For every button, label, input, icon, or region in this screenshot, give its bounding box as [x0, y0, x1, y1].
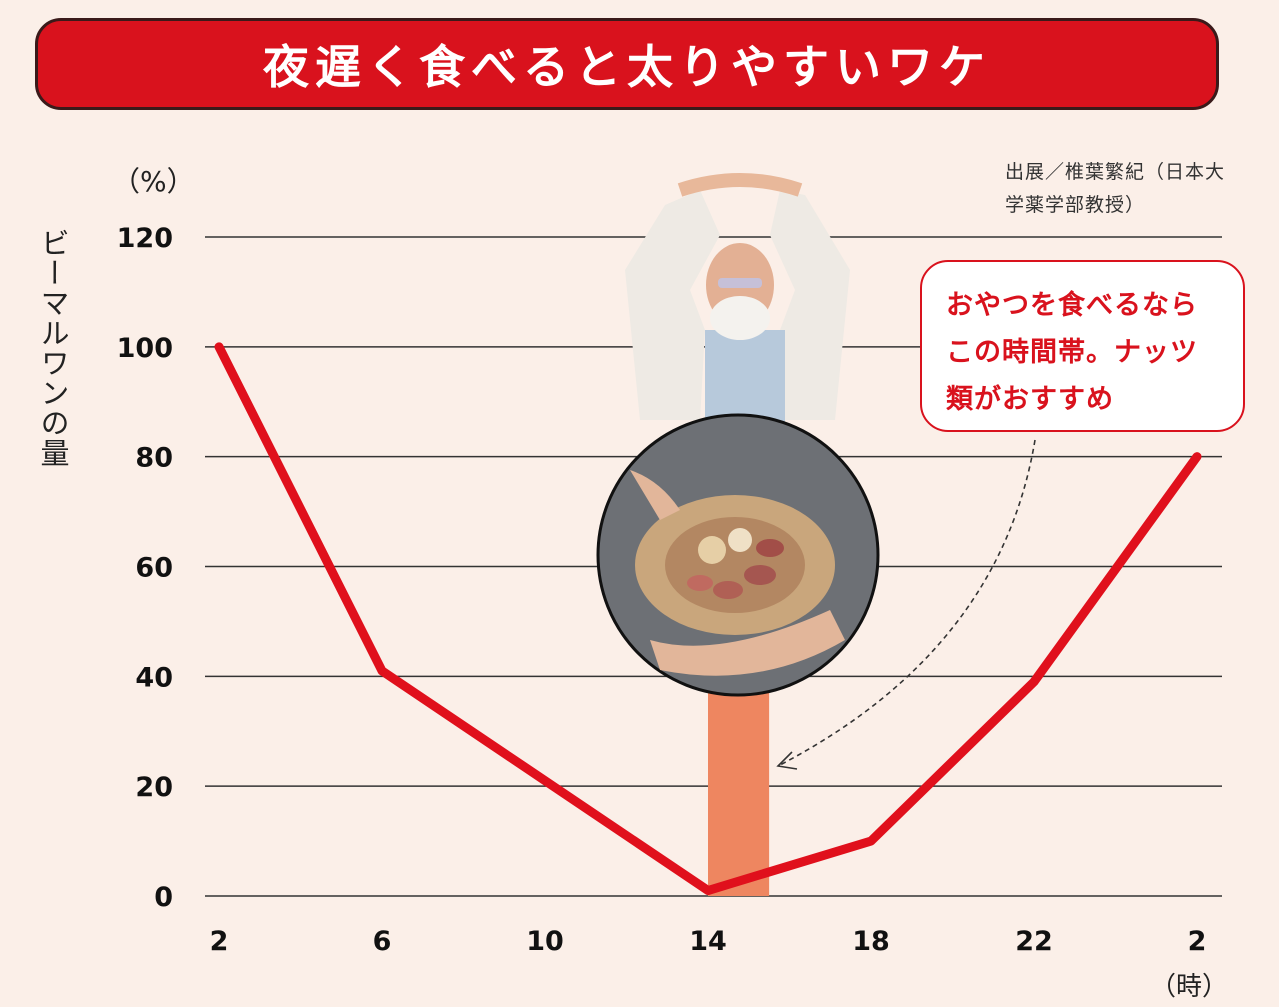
- data-point: [870, 840, 872, 843]
- person-photo: [625, 173, 850, 430]
- y-tick-label: 20: [135, 772, 173, 803]
- data-point: [218, 345, 220, 348]
- y-tick-label: 60: [135, 553, 173, 584]
- title-banner: 夜遅く食べると太りやすいワケ: [35, 18, 1219, 110]
- x-tick-label: 2: [1188, 926, 1207, 957]
- chart-title: 夜遅く食べると太りやすいワケ: [263, 40, 991, 94]
- x-tick-label: 2: [210, 926, 229, 957]
- source-note: 出展／椎葉繁紀（日本大学薬学部教授）: [1005, 161, 1226, 216]
- x-tick-label: 10: [526, 926, 564, 957]
- y-unit: （%）: [112, 165, 195, 198]
- series-line: [214, 342, 1202, 896]
- data-point: [381, 669, 383, 672]
- y-tick-label: 40: [135, 662, 173, 693]
- y-axis-label: ビーマルワンの量: [36, 228, 70, 468]
- x-unit: （時）: [1150, 972, 1229, 1002]
- highlight-band: [708, 676, 770, 896]
- data-point: [1196, 455, 1198, 458]
- callout-line: この時間帯。ナッツ: [946, 337, 1198, 368]
- data-point: [1033, 680, 1035, 683]
- y-tick-label: 100: [117, 333, 173, 364]
- x-tick-label: 22: [1015, 926, 1053, 957]
- callout-line: おやつを食べるなら: [946, 290, 1198, 321]
- x-tick-label: 18: [852, 926, 890, 957]
- callout-box: おやつを食べるなら この時間帯。ナッツ 類がおすすめ: [920, 260, 1245, 432]
- nuts-bowl-photo: [596, 413, 880, 697]
- callout-line: 類がおすすめ: [946, 384, 1114, 415]
- x-tick-label: 14: [689, 926, 727, 957]
- y-tick-label: 0: [154, 882, 173, 913]
- y-tick-label: 80: [135, 443, 173, 474]
- x-tick-label: 6: [373, 926, 392, 957]
- callout-arrow: [779, 439, 1036, 766]
- y-tick-label: 120: [117, 223, 173, 254]
- data-point: [707, 889, 709, 892]
- callout-arrowhead: [776, 751, 798, 770]
